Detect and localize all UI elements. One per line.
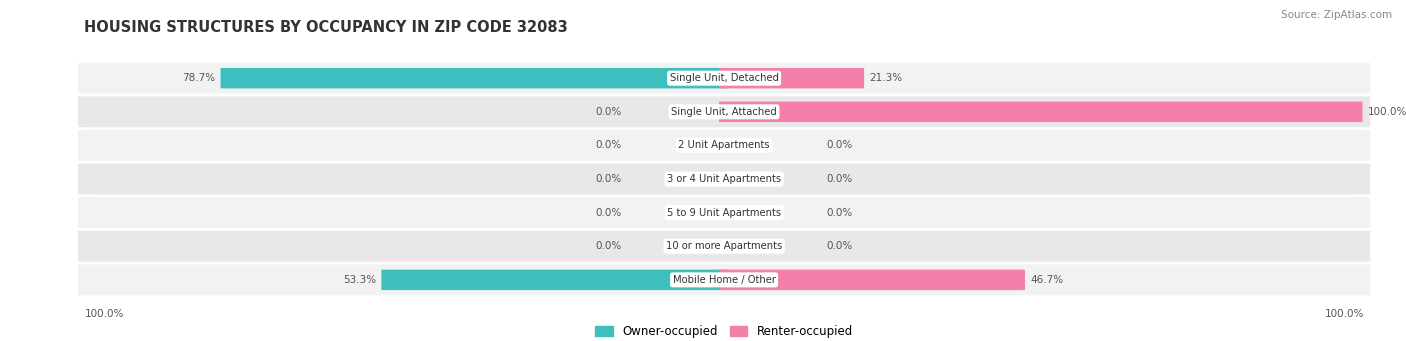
Text: 46.7%: 46.7% bbox=[1031, 275, 1063, 285]
Text: HOUSING STRUCTURES BY OCCUPANCY IN ZIP CODE 32083: HOUSING STRUCTURES BY OCCUPANCY IN ZIP C… bbox=[84, 20, 568, 35]
FancyBboxPatch shape bbox=[77, 231, 1371, 262]
Text: 100.0%: 100.0% bbox=[1324, 309, 1364, 319]
Text: 0.0%: 0.0% bbox=[596, 174, 621, 184]
FancyBboxPatch shape bbox=[718, 270, 1025, 290]
Text: 100.0%: 100.0% bbox=[84, 309, 124, 319]
FancyBboxPatch shape bbox=[77, 97, 1371, 127]
Text: Mobile Home / Other: Mobile Home / Other bbox=[672, 275, 776, 285]
Text: 5 to 9 Unit Apartments: 5 to 9 Unit Apartments bbox=[666, 208, 782, 218]
FancyBboxPatch shape bbox=[381, 270, 730, 290]
Text: 10 or more Apartments: 10 or more Apartments bbox=[666, 241, 782, 251]
FancyBboxPatch shape bbox=[718, 102, 1362, 122]
Text: 3 or 4 Unit Apartments: 3 or 4 Unit Apartments bbox=[666, 174, 782, 184]
FancyBboxPatch shape bbox=[221, 68, 730, 88]
Text: 53.3%: 53.3% bbox=[343, 275, 377, 285]
FancyBboxPatch shape bbox=[77, 264, 1371, 295]
Text: 0.0%: 0.0% bbox=[596, 241, 621, 251]
Text: 100.0%: 100.0% bbox=[1368, 107, 1406, 117]
Text: Single Unit, Attached: Single Unit, Attached bbox=[671, 107, 778, 117]
Text: 0.0%: 0.0% bbox=[596, 140, 621, 150]
Text: Single Unit, Detached: Single Unit, Detached bbox=[669, 73, 779, 83]
Legend: Owner-occupied, Renter-occupied: Owner-occupied, Renter-occupied bbox=[591, 320, 858, 341]
Text: 0.0%: 0.0% bbox=[827, 174, 852, 184]
Text: 78.7%: 78.7% bbox=[183, 73, 215, 83]
FancyBboxPatch shape bbox=[77, 130, 1371, 161]
Text: 0.0%: 0.0% bbox=[827, 140, 852, 150]
FancyBboxPatch shape bbox=[77, 164, 1371, 194]
Text: Source: ZipAtlas.com: Source: ZipAtlas.com bbox=[1281, 10, 1392, 20]
FancyBboxPatch shape bbox=[77, 63, 1371, 94]
FancyBboxPatch shape bbox=[718, 68, 865, 88]
Text: 0.0%: 0.0% bbox=[596, 107, 621, 117]
Text: 0.0%: 0.0% bbox=[827, 241, 852, 251]
Text: 2 Unit Apartments: 2 Unit Apartments bbox=[678, 140, 770, 150]
Text: 21.3%: 21.3% bbox=[869, 73, 903, 83]
Text: 0.0%: 0.0% bbox=[596, 208, 621, 218]
Text: 0.0%: 0.0% bbox=[827, 208, 852, 218]
FancyBboxPatch shape bbox=[77, 197, 1371, 228]
